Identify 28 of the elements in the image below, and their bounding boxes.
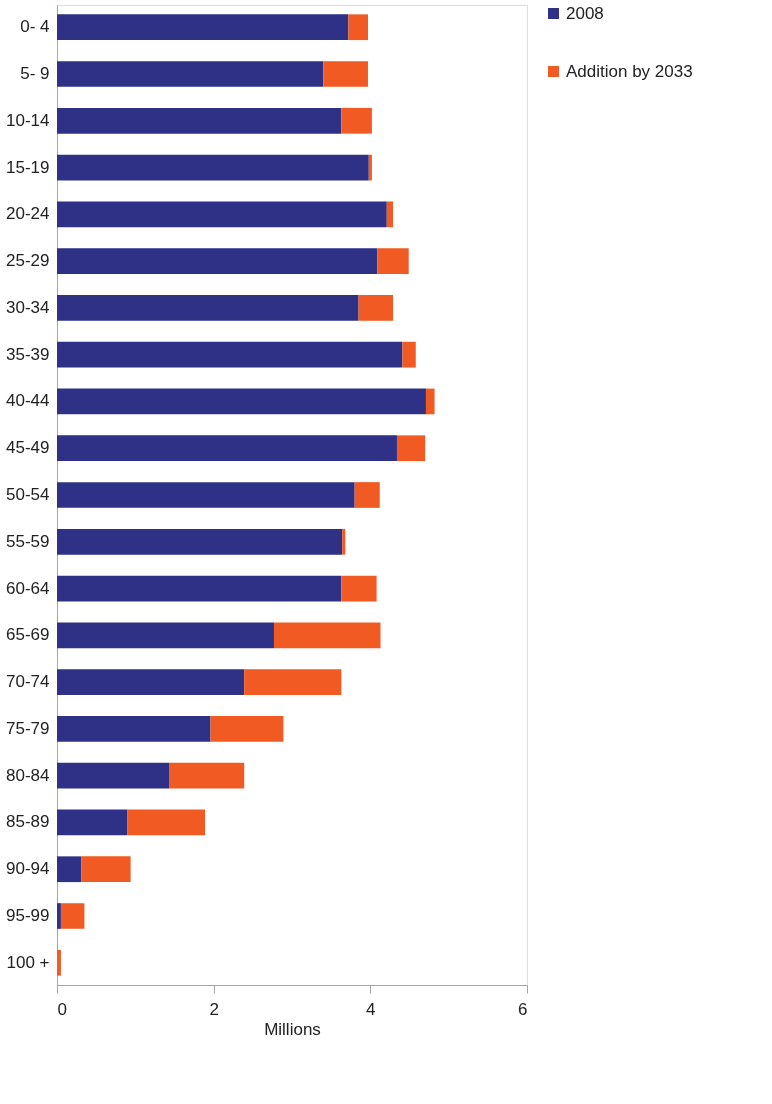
y-tick-label: 35-39 (6, 344, 50, 364)
y-tick-label: 30-34 (6, 297, 50, 317)
y-tick-label: 15-19 (6, 157, 50, 177)
y-tick-label: 0- 4 (20, 17, 50, 37)
y-tick-label: 10-14 (6, 110, 50, 130)
legend-label: Addition by 2033 (566, 61, 693, 81)
legend-label: 2008 (566, 3, 604, 23)
y-tick-label: 20-24 (6, 204, 50, 224)
x-tick-label: 0 (57, 999, 67, 1019)
y-tick-label: 40-44 (6, 391, 50, 411)
y-tick-label: 90-94 (6, 859, 50, 879)
x-tick-label: 4 (366, 999, 376, 1019)
y-tick-label: 70-74 (6, 672, 50, 692)
x-tick-label: 2 (209, 999, 219, 1019)
y-tick-label: 100 + (6, 952, 50, 972)
y-tick-label: 80-84 (6, 765, 50, 785)
y-tick-label: 55-59 (6, 531, 50, 551)
y-tick-label: 60-64 (6, 578, 50, 598)
y-tick-label: 25-29 (6, 251, 50, 271)
y-tick-label: 50-54 (6, 485, 50, 504)
y-tick-label: 95-99 (6, 906, 50, 925)
x-axis-title: Millions (264, 1019, 321, 1039)
x-tick-label: 6 (518, 999, 528, 1019)
y-tick-label: 85-89 (6, 812, 50, 832)
y-tick-label: 5- 9 (20, 64, 50, 83)
y-tick-label: 75-79 (6, 718, 50, 738)
y-tick-label: 65-69 (6, 625, 50, 645)
y-tick-label: 45-49 (6, 438, 50, 458)
